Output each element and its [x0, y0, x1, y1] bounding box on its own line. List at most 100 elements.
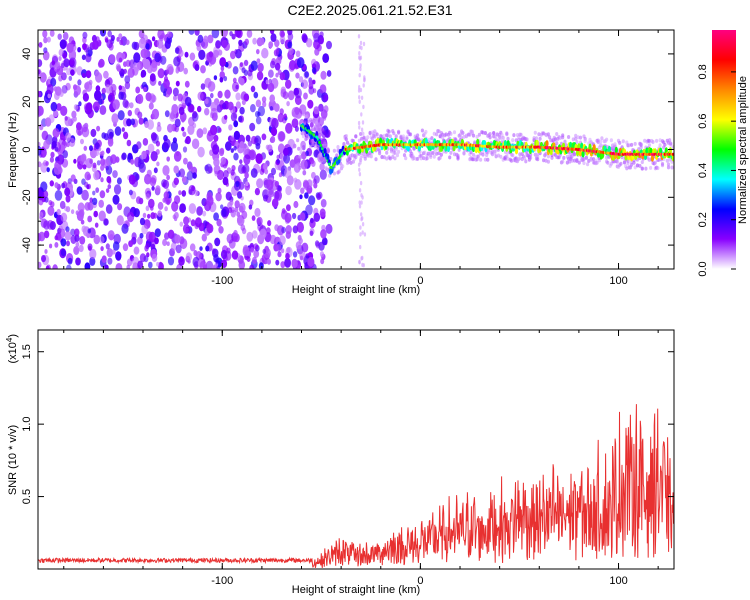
noise-cell — [79, 154, 87, 166]
noise-cell — [233, 145, 237, 151]
noise-cell — [310, 217, 314, 224]
noise-cell — [284, 167, 292, 179]
noise-cell — [233, 130, 241, 140]
signal-halo-cell — [382, 155, 386, 160]
signal-halo-cell — [630, 142, 634, 147]
noise-cell — [268, 41, 274, 48]
noise-cell — [185, 136, 191, 145]
signal-halo-cell — [533, 130, 537, 135]
noise-cell — [81, 189, 89, 201]
noise-cell — [127, 211, 135, 223]
signal-halo-cell — [416, 133, 420, 138]
noise-cell — [99, 105, 107, 115]
noise-cell — [51, 140, 57, 149]
noise-cell — [251, 215, 256, 221]
noise-cell — [38, 90, 41, 98]
signal-halo-cell — [519, 132, 523, 137]
noise-cell — [125, 39, 130, 46]
signal-halo-cell — [382, 133, 386, 138]
signal-halo-cell — [296, 138, 300, 143]
noise-cell — [38, 261, 42, 269]
noise-cell — [105, 84, 112, 94]
noise-cell — [181, 117, 185, 123]
signal-halo-cell — [611, 143, 615, 148]
streak-cell — [358, 95, 361, 100]
signal-halo-cell — [656, 166, 660, 171]
signal-halo-cell — [326, 149, 331, 154]
noise-cell — [137, 111, 143, 119]
noise-cell — [211, 248, 216, 255]
signal-halo-cell — [609, 138, 614, 143]
noise-cell — [294, 87, 302, 99]
noise-cell — [300, 159, 308, 170]
noise-cell — [49, 243, 53, 249]
signal-halo-cell — [635, 163, 640, 168]
noise-cell — [56, 208, 61, 216]
noise-cell — [145, 193, 150, 200]
noise-cell — [100, 246, 104, 252]
signal-cell — [578, 149, 582, 157]
noise-cell — [111, 113, 119, 124]
signal-halo-cell — [600, 136, 604, 141]
noise-cell — [101, 87, 107, 95]
noise-cell — [39, 72, 47, 83]
noise-cell — [162, 238, 168, 247]
noise-cell — [278, 172, 283, 178]
noise-cell — [254, 187, 260, 196]
noise-cell — [167, 229, 175, 239]
signal-halo-cell — [299, 146, 303, 151]
noise-cell — [131, 232, 137, 240]
noise-cell — [222, 176, 229, 186]
noise-cell — [224, 89, 231, 99]
noise-cell — [269, 94, 276, 103]
signal-halo-cell — [298, 163, 302, 168]
noise-cell — [255, 111, 260, 118]
noise-cell — [220, 204, 224, 210]
noise-cell — [319, 208, 326, 218]
noise-cell — [313, 39, 321, 50]
noise-cell — [64, 187, 71, 197]
noise-cell — [67, 257, 73, 265]
streak-cell — [362, 104, 365, 110]
noise-cell — [285, 79, 292, 89]
signal-halo-cell — [643, 138, 647, 143]
noise-cell — [121, 223, 129, 234]
noise-cell — [100, 177, 104, 183]
noise-cell — [201, 233, 207, 242]
signal-halo-cell — [420, 128, 424, 133]
noise-cell — [43, 140, 50, 150]
signal-halo-cell — [555, 141, 559, 146]
signal-halo-cell — [647, 143, 652, 148]
signal-halo-cell — [647, 157, 652, 162]
noise-cell — [256, 58, 261, 64]
noise-cell — [103, 70, 109, 79]
noise-cell — [213, 157, 220, 167]
noise-cell — [270, 136, 276, 143]
signal-halo-cell — [397, 130, 401, 135]
y-tick-label: 0 — [21, 146, 33, 152]
signal-halo-cell — [361, 131, 365, 136]
noise-cell — [116, 177, 122, 185]
signal-halo-cell — [437, 129, 441, 134]
signal-cell — [503, 140, 507, 147]
signal-halo-cell — [361, 154, 365, 159]
noise-cell — [93, 170, 100, 181]
noise-cell — [121, 152, 127, 160]
noise-cell — [163, 138, 171, 149]
noise-cell — [262, 248, 267, 255]
noise-cell — [65, 195, 71, 203]
noise-cell — [307, 256, 315, 267]
noise-cell — [145, 205, 150, 212]
signal-halo-cell — [408, 132, 413, 137]
signal-halo-cell — [536, 152, 540, 157]
noise-cell — [50, 151, 55, 158]
noise-cell — [299, 212, 306, 221]
noise-cell — [304, 192, 309, 199]
noise-cell — [205, 245, 210, 252]
noise-cell — [239, 141, 245, 149]
noise-cell — [197, 34, 204, 43]
noise-cell — [142, 212, 147, 218]
noise-cell — [285, 185, 292, 196]
streak-cell — [358, 45, 362, 50]
noise-cell — [207, 81, 216, 92]
